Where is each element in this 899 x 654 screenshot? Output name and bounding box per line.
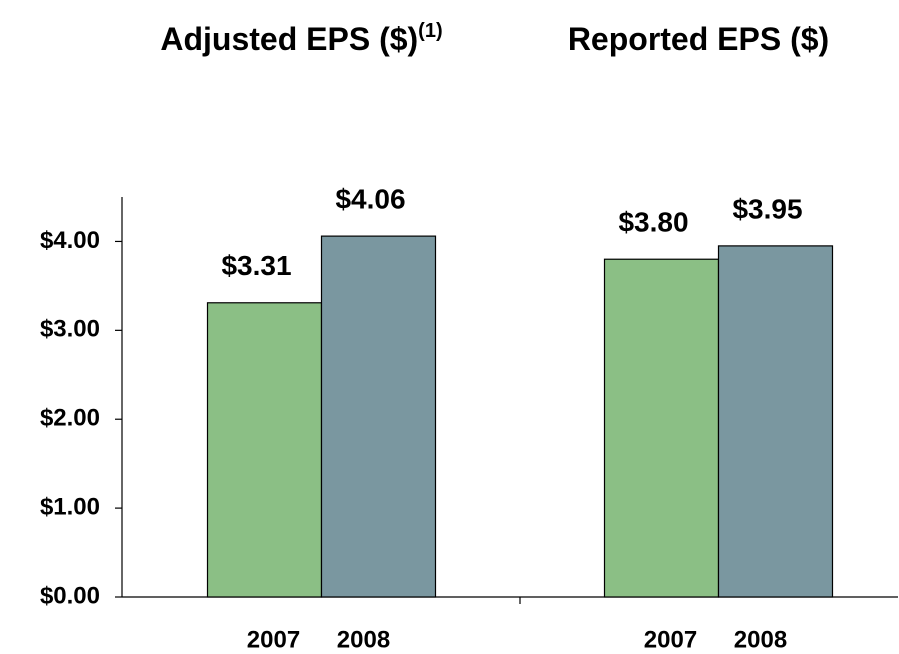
y-tick-label: $2.00 [40, 405, 100, 432]
value-label: $3.80 [618, 207, 688, 238]
x-tick-label: 2007 [247, 626, 300, 653]
value-label: $3.31 [221, 250, 291, 281]
value-label: $4.06 [335, 184, 405, 215]
x-tick-label: 2008 [734, 626, 787, 653]
footnote-mark: (1) [418, 20, 442, 42]
y-tick-label: $0.00 [40, 582, 100, 609]
x-tick-label: 2007 [644, 626, 697, 653]
y-tick-label: $4.00 [40, 227, 100, 254]
bar [717, 245, 834, 598]
value-label: $3.95 [732, 193, 802, 224]
bar [320, 235, 437, 598]
group-title-text: Reported EPS ($) [568, 21, 829, 57]
x-tick-label: 2008 [337, 626, 390, 653]
group-title: Adjusted EPS ($)(1) [160, 20, 442, 57]
group-title-text: Adjusted EPS ($) [160, 21, 418, 57]
y-tick-label: $1.00 [40, 493, 100, 520]
bar [603, 258, 720, 598]
y-tick-label: $3.00 [40, 316, 100, 343]
bar [206, 302, 323, 598]
group-title: Reported EPS ($) [568, 21, 829, 57]
